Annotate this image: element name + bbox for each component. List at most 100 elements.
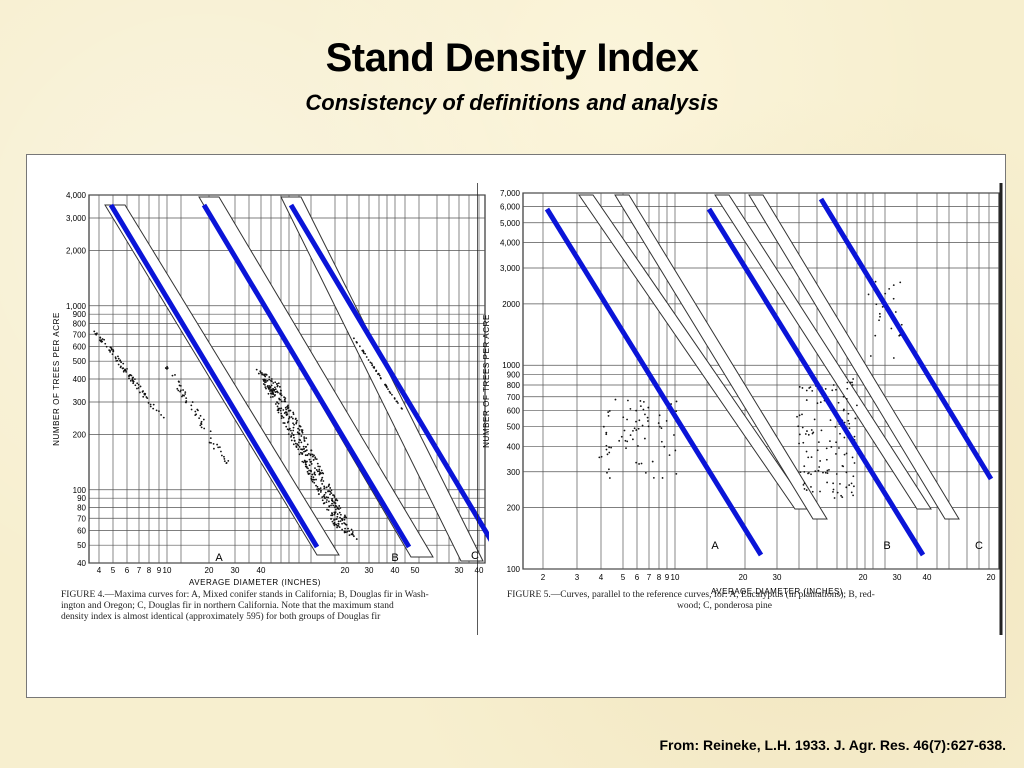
scatter-point (852, 475, 855, 478)
scatter-point (640, 462, 643, 465)
scatter-point (867, 293, 870, 296)
scatter-point (367, 359, 370, 361)
scatter-point (312, 476, 315, 479)
scatter-point (277, 402, 280, 405)
scatter-point (290, 429, 292, 432)
y-tick-label: 200 (73, 430, 87, 439)
scatter-point (288, 428, 291, 430)
scatter-point (835, 441, 838, 444)
scatter-point (295, 445, 298, 448)
scatter-point (274, 386, 276, 389)
scatter-point (351, 531, 354, 533)
scatter-point (625, 447, 627, 450)
scatter-point (888, 287, 891, 290)
scatter-point (606, 471, 608, 474)
scatter-point (280, 407, 283, 410)
scatter-point (637, 445, 639, 447)
scatter-point (277, 409, 280, 412)
scatter-point (98, 339, 101, 342)
scatter-point (331, 499, 334, 502)
scatter-point (318, 470, 320, 473)
scatter-point (316, 485, 319, 488)
scatter-point (292, 429, 295, 432)
scatter-point (335, 518, 338, 521)
x-tick-label: 40 (257, 566, 266, 575)
scatter-point (305, 445, 308, 448)
scatter-point (268, 376, 271, 378)
scatter-point (312, 459, 315, 461)
scatter-point (330, 489, 333, 492)
scatter-point (203, 427, 206, 430)
scatter-point (798, 385, 801, 388)
figure-caption-line: ington and Oregon; C, Douglas fir in nor… (61, 600, 394, 611)
scatter-point (341, 528, 344, 531)
scatter-point (845, 471, 848, 474)
scatter-point (285, 408, 288, 411)
scatter-point (801, 387, 804, 389)
scatter-point (202, 418, 205, 421)
scatter-point (265, 387, 267, 390)
scatter-point (806, 430, 808, 432)
scatter-point (843, 453, 846, 456)
scatter-point (336, 513, 339, 515)
scatter-point (834, 425, 837, 428)
scatter-point (262, 383, 265, 385)
scatter-point (166, 368, 168, 370)
scatter-point (842, 395, 845, 398)
scatter-point (101, 340, 104, 343)
scatter-point (305, 437, 308, 440)
y-tick-label: 70 (77, 514, 86, 523)
scatter-point (261, 373, 264, 376)
scatter-point (801, 426, 804, 429)
scatter-point (200, 423, 203, 426)
scatter-point (286, 413, 289, 416)
scatter-point (845, 452, 848, 455)
scatter-point (330, 514, 332, 517)
scatter-point (294, 442, 297, 445)
scatter-point (280, 400, 283, 403)
scatter-point (142, 390, 144, 392)
scatter-point (339, 516, 341, 519)
scatter-point (846, 381, 849, 384)
scatter-point (190, 408, 193, 411)
scatter-point (209, 430, 212, 433)
scatter-point (184, 391, 187, 394)
scatter-point (635, 420, 637, 423)
scatter-point (841, 464, 844, 467)
slide-subtitle: Consistency of definitions and analysis (305, 90, 719, 115)
scatter-point (143, 393, 146, 396)
scatter-point (347, 527, 349, 530)
scatter-point (846, 387, 849, 390)
scatter-point (826, 472, 829, 475)
scatter-point (149, 403, 152, 406)
scatter-point (274, 381, 277, 384)
scatter-point (797, 425, 800, 428)
scatter-point (289, 409, 292, 412)
scatter-point (320, 479, 322, 482)
scatter-point (892, 297, 895, 300)
scatter-point (832, 384, 835, 386)
x-tick-label: 3 (575, 573, 580, 582)
scatter-point (853, 435, 856, 438)
scatter-point (271, 389, 274, 392)
scatter-point (200, 426, 203, 429)
x-tick-label: 20 (739, 573, 748, 582)
scatter-point (284, 397, 287, 400)
scatter-point (336, 499, 339, 502)
scatter-point (103, 338, 106, 341)
scatter-point (268, 388, 271, 390)
scatter-point (194, 410, 197, 413)
scatter-point (307, 472, 310, 475)
scatter-point (285, 425, 288, 428)
scatter-point (644, 413, 646, 416)
scatter-point (355, 340, 358, 343)
scatter-point (832, 482, 835, 485)
scatter-point (311, 453, 314, 456)
scatter-point (306, 443, 309, 446)
scatter-point (182, 389, 184, 391)
scatter-point (819, 490, 821, 493)
scatter-point (290, 435, 292, 438)
scatter-point (184, 393, 187, 395)
scatter-point (296, 431, 299, 434)
scatter-point (320, 469, 323, 472)
